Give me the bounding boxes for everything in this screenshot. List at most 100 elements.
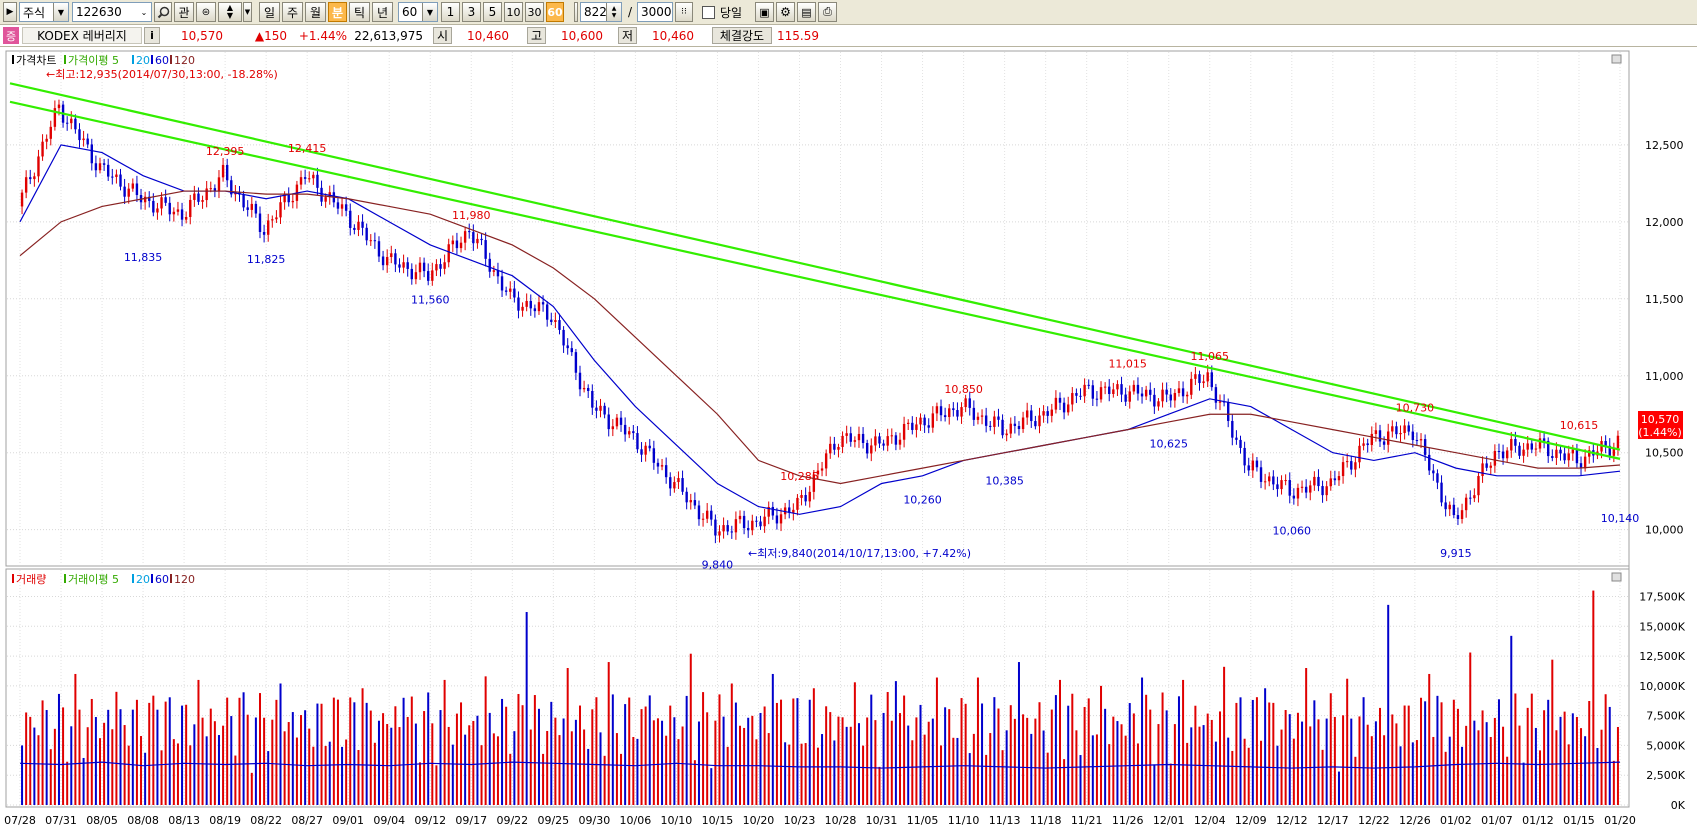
price-candle (20, 192, 24, 207)
volume-bar (287, 722, 290, 805)
save-icon-button[interactable]: ▤ (797, 2, 816, 22)
price-candle (336, 202, 340, 209)
period-minute-button[interactable]: 분 (328, 2, 347, 22)
volume-bar (1514, 693, 1517, 805)
price-panel-close-button[interactable] (1611, 54, 1622, 64)
price-candle (340, 204, 344, 209)
price-candle (1551, 456, 1554, 458)
period-tick-button[interactable]: 틱 (349, 2, 370, 22)
search-button[interactable] (154, 2, 172, 22)
quick-3-button[interactable]: 3 (462, 2, 481, 22)
quick-1-button[interactable]: 1 (441, 2, 460, 22)
period-month-button[interactable]: 월 (305, 2, 326, 22)
grid-settings-button[interactable]: ⁝⁝ (675, 2, 693, 22)
stock-code-input[interactable]: 122630 ⌄ (72, 2, 152, 22)
price-candle (365, 227, 368, 241)
volume-bar (870, 694, 873, 805)
volume-bar (825, 706, 828, 805)
price-candle (730, 531, 733, 533)
chevron-down-icon[interactable]: ▼ (422, 3, 437, 21)
price-candle (878, 436, 881, 444)
window-icon-button[interactable]: ▣ (755, 2, 774, 22)
print-icon-button[interactable]: ⎙ (818, 2, 837, 22)
x-tick-label: 11/13 (989, 814, 1021, 827)
price-extreme-label: 10,730 (1396, 401, 1435, 414)
price-candle (611, 426, 615, 430)
strength-label: 체결강도 (712, 27, 772, 44)
quick-5-button[interactable]: 5 (483, 2, 502, 22)
chevron-down-icon[interactable]: ▼ (53, 3, 68, 21)
volume-bar (849, 726, 852, 805)
volume-bar (1526, 707, 1529, 805)
spin-icon[interactable]: ▲ ▼ (606, 3, 621, 21)
splitter-handle[interactable] (574, 2, 578, 22)
legend-marker (64, 574, 66, 583)
volume-bar (1321, 749, 1324, 805)
price-candle (738, 515, 742, 520)
volume-bar (127, 745, 130, 805)
volume-bar (410, 696, 413, 805)
quick-30-button[interactable]: 30 (525, 2, 544, 22)
volume-bar (812, 688, 815, 805)
price-candle (1062, 402, 1066, 413)
volume-bar (1194, 705, 1197, 805)
interval-select[interactable]: 60 ▼ (398, 2, 438, 22)
spin-dropdown[interactable]: ▼ (243, 2, 252, 22)
volume-panel-close-button[interactable] (1611, 572, 1622, 582)
price-candle (1304, 486, 1308, 493)
volume-bar (1292, 738, 1295, 805)
stock-name[interactable]: KODEX 레버리지 (22, 27, 142, 44)
quick-60-button[interactable]: 60 (546, 2, 564, 22)
count-input[interactable]: 822 ▲ ▼ (580, 2, 622, 22)
price-panel[interactable] (5, 50, 1630, 567)
info-icon[interactable]: i (144, 27, 160, 44)
low-price: 10,460 (652, 28, 694, 43)
period-year-button[interactable]: 년 (372, 2, 393, 22)
checkbox-icon[interactable] (702, 5, 715, 19)
volume-bar (82, 757, 85, 805)
price-candle (402, 262, 405, 268)
volume-bar (1383, 735, 1386, 805)
legend-vma60: 60 (155, 573, 169, 586)
count-value: 822 (584, 5, 607, 19)
trendline[interactable] (9, 100, 1621, 460)
volume-bar (907, 725, 910, 805)
volume-bar (1120, 724, 1123, 805)
volume-bar (607, 662, 610, 805)
volume-bar (673, 717, 676, 805)
link-button[interactable]: ⊜ (196, 2, 216, 22)
volume-bar (1284, 710, 1287, 805)
volume-bar (1136, 743, 1139, 805)
price-candle (1309, 485, 1312, 493)
price-candle (558, 320, 561, 330)
x-tick-label: 08/08 (127, 814, 159, 827)
price-candle (1075, 393, 1078, 396)
spin-updown-button[interactable]: ▲ ▼ (218, 2, 242, 22)
count-separator: / (627, 5, 633, 19)
volume-bar (283, 731, 286, 805)
favorite-button[interactable]: 관 (174, 2, 194, 22)
settings-gear-button[interactable]: ⚙ (776, 2, 795, 22)
price-candle (1144, 389, 1148, 397)
price-candle (1050, 409, 1053, 416)
market-select[interactable]: 주식 ▼ (19, 2, 69, 22)
menu-arrow-icon[interactable]: ▶ (3, 2, 17, 22)
total-input[interactable]: 3000 (637, 2, 673, 22)
price-candle (1333, 478, 1337, 481)
volume-bar (579, 705, 581, 805)
price-candle (1354, 462, 1357, 470)
volume-bar (345, 739, 348, 805)
period-week-button[interactable]: 주 (282, 2, 303, 22)
chevron-down-icon[interactable]: ⌄ (137, 3, 151, 21)
price-candle (1243, 447, 1246, 466)
today-checkbox[interactable]: 당일 (702, 2, 760, 22)
volume-bar (542, 753, 545, 805)
period-day-button[interactable]: 일 (259, 2, 280, 22)
trendline[interactable] (9, 82, 1621, 451)
price-candle (968, 398, 971, 408)
quick-10-button[interactable]: 10 (504, 2, 523, 22)
volume-bar (1026, 717, 1029, 805)
price-candle (640, 449, 643, 455)
price-candle (275, 217, 278, 220)
price-candle (792, 509, 795, 513)
